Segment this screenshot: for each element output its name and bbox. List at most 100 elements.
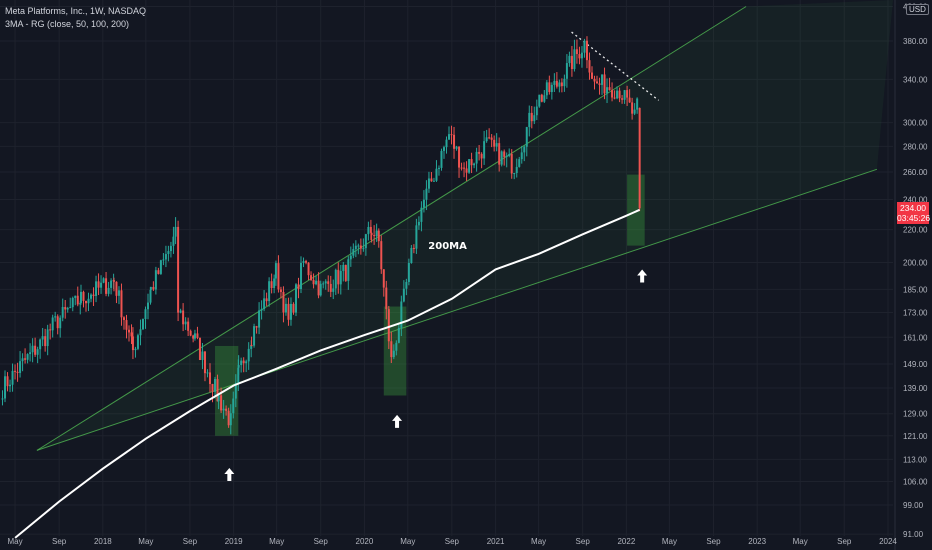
price-axis-background[interactable] [895,0,932,550]
candle [585,36,588,69]
candle-body [530,112,533,122]
chart-legend: Meta Platforms, Inc., 1W, NASDAQ 3MA - R… [5,5,146,31]
candle-body [312,280,315,285]
candle [177,220,180,322]
candle [533,106,536,125]
candle [11,363,14,392]
candle-body [66,308,69,310]
candle [359,238,362,255]
price-axis-tick-label: 240.00 [903,196,928,205]
candle-body [79,302,82,305]
candle [422,190,425,213]
candle [187,317,190,336]
candle-body [565,63,568,79]
candle-body [460,167,463,169]
candle-body [518,159,521,167]
price-axis-tick-label: 129.00 [903,410,928,419]
candle-body [560,82,563,87]
candle-body [177,226,180,313]
candle [95,275,98,303]
candle [154,266,157,295]
moving-average-layer [14,208,641,539]
candle-body [525,127,528,147]
candle [203,351,206,382]
candle [14,364,17,380]
candle-body [232,398,235,414]
candle-body [548,82,551,93]
candle-body [292,303,295,313]
candle [460,162,463,171]
candle [573,39,576,72]
time-axis-tick-label: Sep [314,537,329,546]
candle-body [485,137,488,142]
candle [208,363,211,393]
indicator-info[interactable]: 3MA - RG (close, 50, 100, 200) [5,19,130,29]
candle-body [146,302,149,310]
candle [616,86,619,100]
candle-body [405,281,408,289]
candle [222,399,225,419]
candle [528,105,531,137]
candle-body [352,248,355,256]
candle [310,271,313,281]
candle [255,325,258,334]
candle [473,162,476,169]
resistance-trendline [571,31,660,101]
price-axis-tick-label: 200.00 [903,258,928,267]
candle-body [162,259,165,261]
candle [284,298,287,316]
candle-body [463,167,466,169]
candle [169,241,172,258]
candle-body [76,295,79,305]
candle-body [545,82,548,96]
annotation-label-200ma: 200MA [428,241,467,252]
candle [82,290,85,308]
candle-body [164,254,167,260]
candle-body [334,269,337,289]
candle-body [613,97,616,99]
candle [463,162,466,178]
currency-badge[interactable]: USD [906,4,929,15]
candle-body [550,84,553,93]
time-axis-tick-label: May [138,537,153,546]
candle [470,152,473,174]
candle [131,327,134,360]
candle [234,374,237,408]
candle [232,391,235,419]
symbol-info[interactable]: Meta Platforms, Inc., 1W, NASDAQ [5,6,147,16]
candle-body [538,94,541,107]
candle-body [245,361,248,364]
candle-body [473,163,476,166]
candle-body [29,352,32,355]
candle [315,276,318,286]
candle [54,311,57,322]
candle [390,331,393,364]
candle [375,223,378,242]
candle [638,107,641,212]
candle-body [392,350,395,358]
candle [377,228,380,248]
candle [9,379,12,393]
candle [593,75,596,90]
candle [225,405,228,416]
candle [159,259,162,275]
candle-body [31,345,34,353]
candle-body [478,151,481,154]
price-axis-tick-label: 99.00 [903,501,924,510]
candle-body [633,109,636,114]
candle-body [167,251,170,255]
candle-body [390,341,393,358]
candle-body [289,303,292,320]
candle-body [274,263,277,279]
candle [274,260,277,286]
up-arrow-shape [224,468,235,482]
candle-body [105,278,108,294]
candle [410,244,413,264]
candle-body [445,139,448,148]
candle [174,217,177,245]
candle-body [79,291,82,303]
support-zone-box [627,174,645,246]
candle [69,297,72,309]
candle-body [1,398,4,400]
